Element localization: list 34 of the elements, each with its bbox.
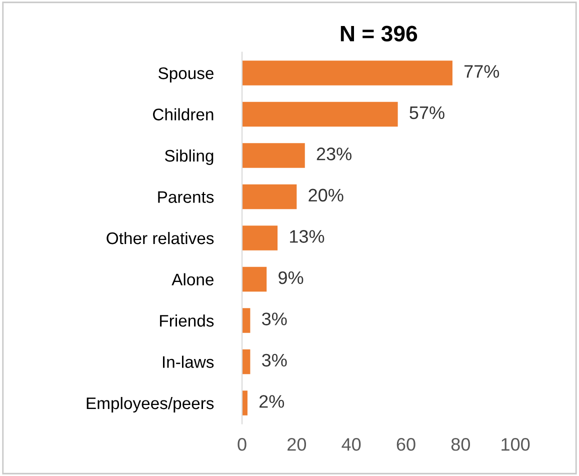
y-tick-label: In-laws	[162, 356, 214, 368]
data-label: 20%	[308, 188, 344, 202]
bar	[242, 102, 398, 127]
bar	[242, 308, 250, 333]
data-label: 23%	[316, 148, 352, 160]
y-tick-label: Children	[153, 108, 214, 120]
x-tick-label: 100	[502, 438, 530, 451]
x-tick-label: 40	[342, 438, 361, 451]
bar	[242, 60, 452, 86]
y-tick-label: Sibling	[164, 149, 214, 165]
data-label: 9%	[278, 271, 304, 284]
data-label: 13%	[290, 230, 324, 243]
data-label: 3%	[262, 312, 287, 326]
data-label: 3%	[262, 354, 287, 367]
bar	[242, 390, 248, 416]
y-tick-label: Employees/peers	[86, 396, 214, 413]
bar	[242, 266, 267, 292]
x-tick-label: 0	[238, 438, 246, 451]
y-tick-label: Friends	[160, 314, 214, 327]
y-tick-label: Spouse	[158, 67, 214, 82]
x-tick-label: 80	[451, 438, 470, 451]
bar	[242, 184, 297, 210]
x-tick-label: 20	[288, 438, 306, 451]
chart-title: N = 396	[340, 26, 418, 42]
x-tick-label: 60	[396, 438, 416, 451]
data-label: 2%	[260, 395, 284, 408]
y-tick-label: Alone	[172, 273, 214, 286]
bar	[242, 226, 278, 250]
bar	[242, 143, 305, 168]
bar	[242, 349, 250, 374]
y-tick-label: Other relatives	[106, 232, 214, 244]
data-label: 57%	[410, 106, 444, 120]
y-tick-label: Parents	[158, 191, 214, 203]
data-label: 77%	[464, 65, 500, 78]
